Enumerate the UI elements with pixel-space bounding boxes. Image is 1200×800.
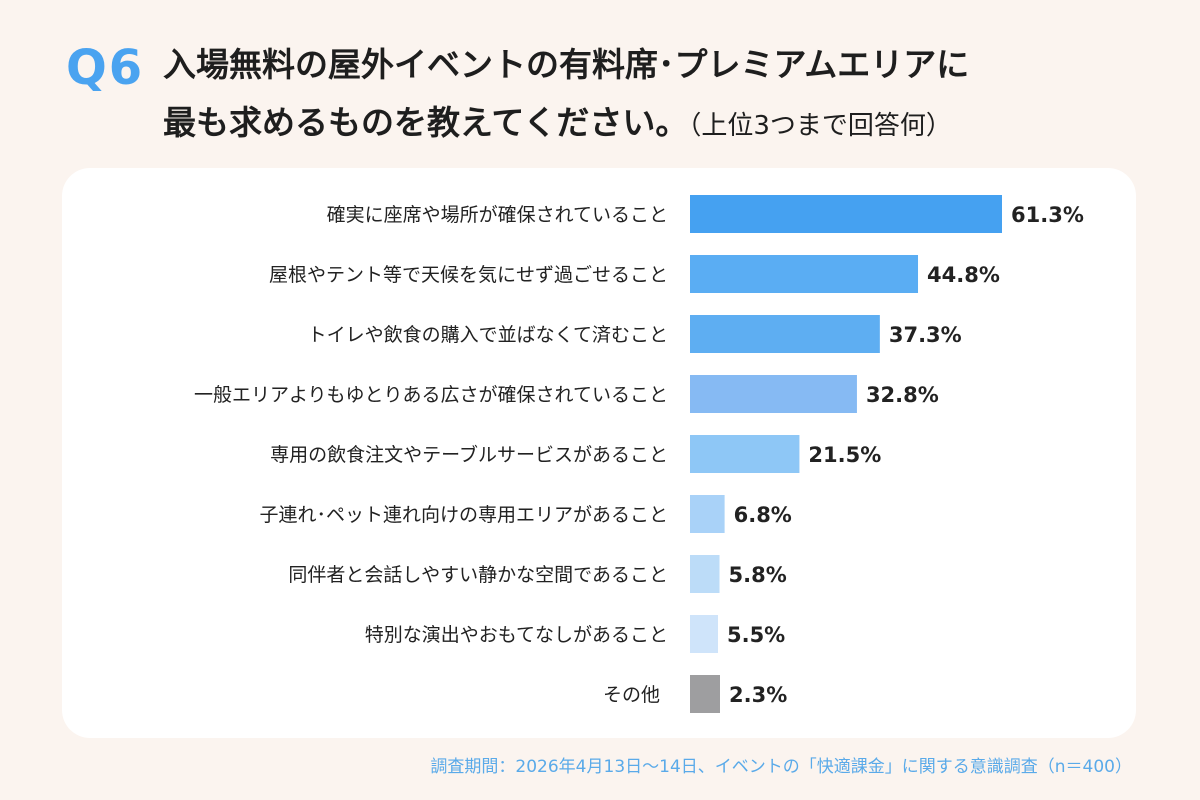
title-line-2-text: 最も求めるものを教えてください。	[163, 103, 689, 142]
data-label: 5.5%	[727, 623, 785, 647]
title-note: （上位3つまで回答何）	[688, 111, 952, 141]
title-line-1: 入場無料の屋外イベントの有料席･プレミアムエリアに	[163, 45, 970, 84]
bar-chart: 確実に座席や場所が確保されていること 61.3% 屋根やテント等で天候を気にせず過ご…	[194, 195, 1084, 713]
data-label: 32.8%	[866, 383, 939, 407]
category-label: 専用の飲食注文やテーブルサービスがあること	[270, 443, 668, 466]
category-label: 屋根やテント等で天候を気にせず過ごせること	[269, 264, 668, 286]
category-label: 子連れ･ペット連れ向けの専用エリアがあること	[259, 504, 668, 526]
category-label: 一般エリアよりもゆとりある広さが確保されていること	[194, 384, 668, 406]
chart-panel: 確実に座席や場所が確保されていること 61.3% 屋根やテント等で天候を気にせず過ご…	[62, 168, 1136, 738]
bar	[690, 435, 800, 473]
title-line-2: 最も求めるものを教えてください。（上位3つまで回答何）	[163, 94, 1163, 155]
bar	[690, 555, 720, 593]
bar	[690, 615, 718, 653]
bar	[690, 675, 720, 713]
bar	[690, 375, 857, 413]
data-label: 6.8%	[734, 503, 792, 527]
category-label: 特別な演出やおもてなしがあること	[365, 624, 668, 646]
survey-footnote: 調査期間：2026年4月13日～14日、イベントの「快適課金」に関する意識調査（…	[430, 757, 1132, 777]
category-label: その他	[603, 684, 660, 706]
data-label: 37.3%	[889, 323, 962, 347]
bar	[690, 495, 725, 533]
data-label: 5.8%	[729, 563, 787, 587]
bar	[690, 255, 919, 293]
data-label: 44.8%	[927, 263, 1000, 287]
data-label: 2.3%	[729, 683, 787, 707]
question-title: 入場無料の屋外イベントの有料席･プレミアムエリアに 最も求めるものを教えてくださ…	[163, 36, 1163, 155]
question-number: Q6	[66, 40, 145, 96]
bar	[690, 195, 1002, 233]
category-label: トイレや飲食の購入で並ばなくて済むこと	[308, 324, 668, 346]
data-label: 21.5%	[808, 443, 881, 467]
bar	[690, 315, 880, 353]
data-label: 61.3%	[1011, 203, 1084, 227]
category-label: 確実に座席や場所が確保されていること	[327, 204, 668, 226]
category-label: 同伴者と会話しやすい静かな空間であること	[288, 564, 668, 586]
